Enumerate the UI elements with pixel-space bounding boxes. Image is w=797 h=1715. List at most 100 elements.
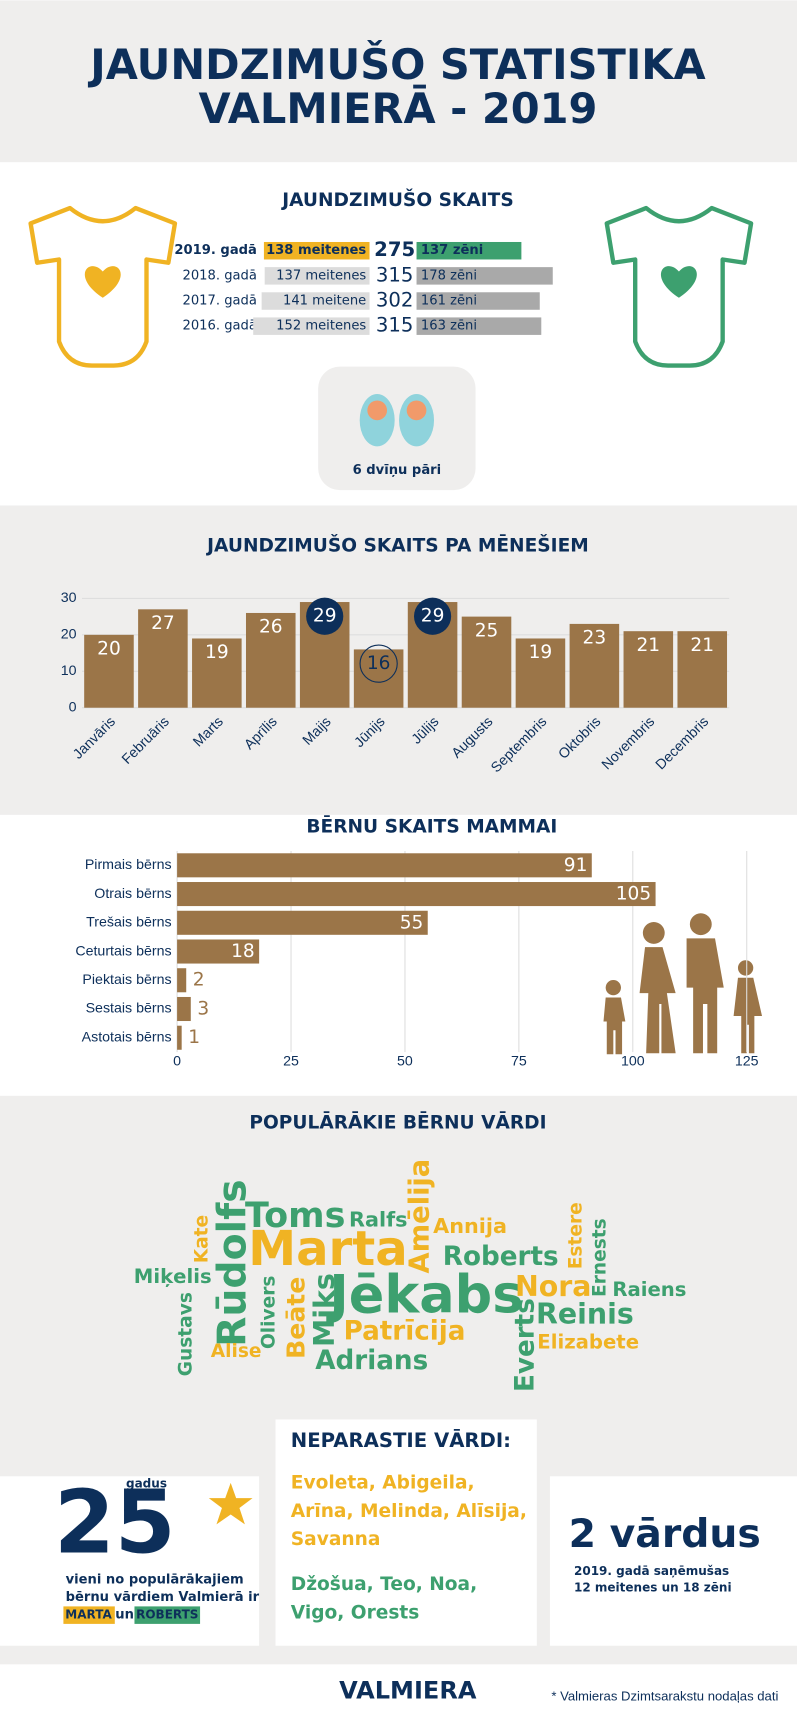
x-tick-label: 100 (621, 1054, 645, 1070)
twins-label: 6 dvīņu pāri (353, 463, 442, 478)
boys-label: 137 zēni (421, 243, 483, 258)
y-tick-label: 30 (61, 590, 77, 606)
unusual-girls: Arīna, Melinda, Alīsija, (291, 1501, 527, 1522)
name-word: Roberts (443, 1242, 559, 1272)
name-word: Ernests (590, 1218, 611, 1297)
y-tick-label: Piektais bērns (82, 972, 171, 988)
unusual-boys: Džošua, Teo, Noa, (291, 1574, 477, 1595)
x-tick-label: 25 (283, 1054, 299, 1070)
section-title: BĒRNU SKAITS MAMMAI (306, 814, 557, 837)
y-tick-label: Astotais bērns (82, 1029, 172, 1045)
total: 302 (376, 289, 414, 312)
boys-bar (416, 241, 522, 260)
girls-bar (261, 292, 370, 310)
name-word: Raiens (612, 1278, 686, 1301)
name-word: Alise (211, 1341, 262, 1362)
name-word: Everts (510, 1298, 540, 1392)
boys-label: 163 zēni (421, 319, 477, 334)
value-label: 26 (259, 617, 283, 638)
bar (177, 853, 592, 878)
name-word: Beāte (281, 1277, 310, 1359)
y-tick-label: 20 (61, 627, 77, 643)
value-label: 29 (421, 606, 445, 627)
bar (177, 910, 428, 935)
highlight (413, 597, 452, 635)
value-label: 18 (231, 941, 255, 962)
x-tick-label: 75 (511, 1054, 527, 1070)
x-tick-label: 125 (735, 1054, 759, 1070)
x-tick-label: 0 (173, 1054, 181, 1070)
name-word: Kate (192, 1215, 213, 1263)
girls-label: 138 meitenes (266, 243, 366, 258)
name-word: Miķelis (134, 1265, 212, 1288)
value-label: 27 (151, 613, 175, 634)
years-text: bērnu vārdiem Valmierā ir (66, 1590, 260, 1605)
unusual-girls: Savanna (291, 1529, 381, 1550)
total: 275 (374, 238, 415, 261)
girls-label: 141 meitene (283, 294, 366, 309)
bar (177, 882, 656, 907)
y-tick-label: Pirmais bērns (85, 857, 172, 873)
bar (177, 939, 260, 964)
y-tick-label: Ceturtais bērns (75, 943, 171, 959)
name-word: Toms (245, 1196, 345, 1236)
bar (138, 609, 188, 708)
value-label: 25 (475, 620, 499, 641)
bar (569, 623, 620, 708)
unusual-box (275, 1419, 537, 1646)
y-tick-label: Trešais bērns (86, 915, 172, 931)
name-word: Annija (433, 1214, 507, 1238)
girls-bar (263, 241, 370, 260)
value-label: 20 (97, 639, 121, 660)
twins-icon (359, 393, 435, 447)
bar (353, 649, 404, 708)
value-label: 23 (583, 628, 607, 649)
value-label: 91 (564, 855, 588, 876)
name-word: Miks (308, 1273, 341, 1347)
name: ROBERTS (136, 1608, 198, 1622)
boys-label: 161 zēni (421, 294, 477, 309)
value-label: 55 (400, 912, 424, 933)
value-label: 3 (197, 998, 209, 1019)
names-text: 2019. gadā saņēmušas (574, 1564, 729, 1578)
bar (177, 968, 187, 993)
name-word: Gustavs (175, 1292, 196, 1376)
x-tick-label: 50 (397, 1054, 413, 1070)
name-word: Amēlija (404, 1159, 435, 1274)
bar (84, 634, 134, 708)
boys-bar (416, 267, 553, 285)
section-title: POPULĀRĀKIE BĒRNU VĀRDI (249, 1111, 546, 1134)
section-title: JAUNDZIMUŠO SKAITS (280, 187, 514, 211)
bar (515, 638, 566, 708)
title: VALMIERĀ - 2019 (198, 84, 597, 133)
value-label: 21 (636, 635, 660, 656)
joiner: un (115, 1608, 134, 1623)
bar (177, 1025, 182, 1050)
name-word: Estere (566, 1202, 587, 1269)
family-silhouette (603, 913, 763, 1055)
unusual-girls: Evoleta, Abigeila, (291, 1472, 475, 1493)
bar (677, 631, 728, 708)
bar (192, 638, 242, 708)
bar (177, 996, 191, 1022)
y-tick-label: Otrais bērns (94, 886, 171, 902)
years-box (0, 1476, 260, 1646)
bar (623, 631, 674, 708)
name-word: Adrians (315, 1346, 428, 1376)
value-label: 105 (616, 884, 651, 905)
y-tick-label: Sestais bērns (86, 1001, 172, 1017)
total: 315 (376, 314, 414, 337)
names-text: 12 meitenes un 18 zēni (574, 1580, 732, 1594)
girls-label: 152 meitenes (276, 319, 366, 334)
name-word: Olivers (258, 1276, 279, 1349)
name-word: Nora (515, 1270, 591, 1303)
bar (461, 616, 512, 708)
onesie-girl (28, 205, 178, 368)
logo: VALMIERA (339, 1677, 477, 1705)
y-tick-label: 0 (69, 699, 77, 715)
unusual-boys: Vigo, Orests (291, 1602, 420, 1623)
star (208, 1482, 253, 1525)
total: 315 (376, 263, 414, 286)
section-title: JAUNDZIMUŠO SKAITS PA MĒNEŠIEM (205, 532, 589, 556)
